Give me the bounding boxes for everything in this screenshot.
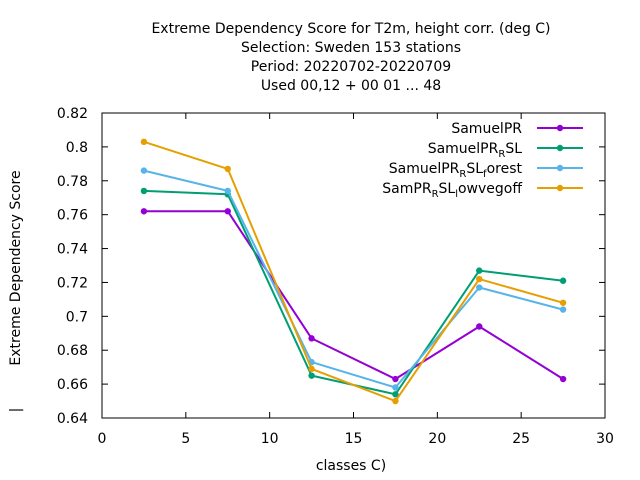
legend-label-part: f — [483, 169, 487, 180]
legend-label: SamuelPRRSLforest — [389, 161, 523, 180]
y-tick-label: 0.8 — [66, 140, 88, 156]
data-point — [476, 275, 483, 283]
legend-entry: SamuelPR — [451, 121, 583, 137]
y-tick-label: 0.7 — [66, 309, 88, 325]
legend-label-part: SamuelPR — [451, 121, 522, 137]
x-axis-label: classes C) — [316, 458, 386, 474]
legend-label-part: owvegoff — [458, 181, 522, 197]
series-line — [143, 140, 564, 403]
legend-label-part: R — [459, 169, 466, 180]
data-point — [476, 323, 483, 330]
data-point — [559, 277, 567, 284]
data-point — [392, 375, 399, 383]
y-tick-label: 0.78 — [57, 174, 88, 190]
title-line: Period: 20220702-20220709 — [251, 59, 451, 75]
y-tick-label: 0.82 — [57, 106, 88, 122]
y-tick-label: 0.68 — [57, 343, 88, 359]
x-tick-label: 30 — [596, 431, 614, 447]
legend-entry: SamPRRSLlowvegoff — [382, 181, 583, 200]
data-point — [308, 335, 315, 342]
x-tick-label: 20 — [428, 431, 446, 447]
y-tick-label: 0.72 — [57, 275, 88, 291]
title-line: Selection: Sweden 153 stations — [241, 40, 461, 56]
data-point — [224, 165, 231, 173]
y-axis-label: Extreme Dependency Score — [8, 170, 24, 365]
series-3 — [140, 138, 567, 405]
legend-entry: SamuelPRRSL — [428, 141, 583, 160]
series-0 — [140, 208, 567, 383]
x-tick-label: 15 — [345, 431, 363, 447]
data-point — [140, 167, 148, 174]
legend-label-part: SamuelPR — [428, 141, 499, 157]
legend-label-part: R — [498, 149, 505, 160]
y-tick-label: 0.74 — [57, 242, 88, 258]
data-point — [559, 306, 567, 313]
plot-frame — [101, 112, 606, 419]
data-point — [140, 138, 148, 146]
legend: SamuelPRSamuelPRRSLSamuelPRRSLforestSamP… — [382, 121, 583, 200]
series-group — [140, 138, 567, 405]
data-point — [224, 187, 231, 195]
data-point — [308, 365, 315, 373]
chart-title: Extreme Dependency Score for T2m, height… — [151, 21, 550, 94]
data-point — [392, 384, 399, 391]
legend-label: SamuelPR — [451, 121, 522, 137]
series-line — [143, 169, 564, 389]
series-2 — [140, 167, 567, 391]
x-tick-label: 0 — [98, 431, 107, 447]
legend-label-part: SL — [439, 181, 456, 197]
data-point — [392, 391, 399, 398]
x-tick-label: 10 — [261, 431, 279, 447]
legend-label-part: SL — [466, 161, 483, 177]
data-point — [476, 267, 483, 274]
series-line — [143, 210, 564, 380]
legend-label-part: R — [432, 189, 439, 200]
data-point — [476, 284, 483, 291]
axis-ticks: 0 5 10 15 20 25 30 0.64 0.66 0.68 0.7 0.72 0.74 0.76 0… — [57, 106, 614, 447]
legend-marker — [556, 144, 564, 152]
x-tick-label: 5 — [181, 431, 190, 447]
legend-label-part: SL — [505, 141, 522, 157]
title-line: Used 00,12 + 00 01 ... 48 — [261, 78, 441, 94]
legend-marker — [556, 164, 564, 172]
data-point — [140, 208, 148, 215]
legend-marker — [556, 184, 564, 192]
data-point — [559, 375, 567, 383]
legend-label-part: SamuelPR — [389, 161, 460, 177]
legend-label: SamuelPRRSL — [428, 141, 522, 160]
legend-label-part: orest — [487, 161, 523, 177]
legend-label-part: l — [455, 189, 458, 200]
legend-label-part: SamPR — [382, 181, 432, 197]
y-tick-label: 0.64 — [57, 411, 88, 427]
legend-label: SamPRRSLlowvegoff — [382, 181, 522, 200]
y-axis-label-extra: | — [8, 408, 24, 413]
title-line: Extreme Dependency Score for T2m, height… — [151, 21, 550, 37]
data-point — [308, 372, 315, 379]
data-point — [224, 208, 231, 215]
data-point — [140, 187, 148, 195]
legend-entry: SamuelPRRSLforest — [389, 161, 583, 180]
x-tick-label: 25 — [512, 431, 530, 447]
legend-marker — [556, 124, 564, 132]
data-point — [392, 397, 399, 405]
y-tick-label: 0.66 — [57, 377, 88, 393]
y-tick-label: 0.76 — [57, 208, 88, 224]
data-point — [559, 299, 567, 306]
